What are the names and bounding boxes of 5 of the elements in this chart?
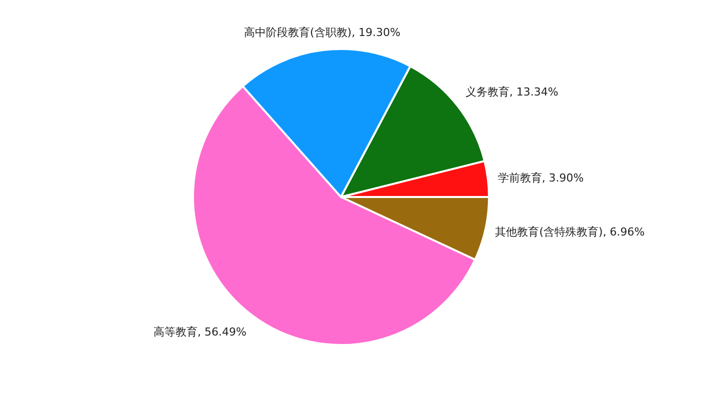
slice-label: 高中阶段教育(含职教), 19.30%	[244, 26, 401, 40]
slice-label: 学前教育, 3.90%	[498, 172, 584, 185]
slice-label: 其他教育(含特殊教育), 6.96%	[495, 225, 645, 238]
slice-label: 义务教育, 13.34%	[465, 86, 558, 99]
slice-label: 高等教育, 56.49%	[154, 326, 246, 339]
